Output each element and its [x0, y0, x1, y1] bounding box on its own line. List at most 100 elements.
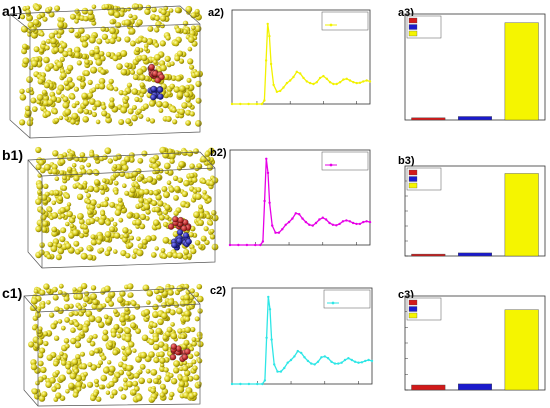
atom — [154, 42, 160, 48]
rdf-point — [306, 359, 310, 363]
atom — [109, 37, 116, 45]
legend-box — [323, 289, 371, 309]
atom — [89, 350, 95, 356]
atom — [89, 340, 96, 347]
atom-cloud-c1 — [28, 282, 204, 403]
atom — [167, 289, 174, 296]
bar-amor — [504, 22, 539, 121]
atom — [101, 110, 108, 117]
atom — [139, 82, 145, 88]
rdf-point — [254, 243, 257, 247]
atom — [112, 55, 119, 62]
atom — [193, 211, 200, 219]
atom — [193, 292, 199, 298]
atom — [126, 82, 132, 88]
atom — [76, 193, 84, 200]
atom — [74, 120, 80, 126]
atom — [193, 148, 199, 155]
rdf-point — [264, 59, 268, 62]
atom — [173, 367, 180, 374]
atom — [68, 382, 75, 389]
atom — [152, 59, 158, 65]
atom — [162, 221, 169, 228]
atom — [62, 50, 69, 58]
atom — [42, 16, 48, 22]
atom — [134, 96, 140, 102]
atom — [98, 83, 106, 90]
rdf-point — [271, 224, 274, 227]
atom — [115, 22, 122, 29]
atom — [154, 53, 161, 61]
atom — [54, 5, 61, 12]
atom — [159, 357, 166, 364]
atom — [73, 51, 81, 59]
atom — [92, 333, 98, 339]
atom — [51, 226, 58, 233]
atom — [120, 106, 128, 114]
atom — [174, 7, 181, 14]
atom — [35, 164, 42, 170]
rdf-point — [261, 382, 264, 386]
atom — [200, 235, 207, 242]
atom — [80, 252, 88, 260]
atom — [156, 375, 162, 380]
atom — [113, 309, 118, 314]
rdf-point — [368, 80, 372, 83]
atom — [187, 353, 194, 360]
atom — [45, 381, 52, 389]
atom — [116, 52, 121, 57]
atom — [98, 360, 103, 366]
atom — [101, 33, 108, 41]
atom — [54, 117, 60, 123]
atom — [186, 253, 193, 259]
rdf-point — [347, 357, 350, 360]
atom — [52, 294, 59, 301]
atom — [59, 207, 66, 214]
atom — [91, 87, 97, 93]
atom — [62, 101, 70, 109]
atom — [87, 185, 95, 192]
atom — [51, 212, 59, 219]
atom — [185, 109, 192, 116]
atom — [198, 204, 203, 210]
atom — [112, 349, 119, 356]
rdf-point — [300, 351, 303, 355]
rdf-point — [279, 370, 283, 373]
atom — [57, 28, 65, 35]
atom — [190, 248, 197, 255]
atom — [93, 48, 100, 55]
atom — [112, 155, 119, 162]
atom — [209, 234, 216, 240]
atom — [201, 179, 207, 184]
plot-frame — [231, 9, 371, 105]
rdf-point — [239, 382, 242, 386]
atom — [104, 285, 111, 292]
rdf-point — [313, 363, 316, 366]
atom — [39, 289, 46, 296]
atom — [77, 305, 83, 310]
atom — [200, 155, 208, 163]
atom — [158, 341, 165, 348]
atom — [151, 7, 157, 13]
atom — [33, 46, 40, 53]
atom — [99, 247, 105, 253]
atom — [99, 185, 105, 191]
rdf-point — [367, 358, 370, 362]
rdf-point — [324, 218, 328, 221]
atom — [185, 5, 193, 13]
atom — [165, 308, 171, 314]
atom — [186, 77, 192, 83]
atom — [94, 348, 99, 354]
rdf-point — [333, 362, 337, 365]
atom — [176, 252, 184, 259]
atom — [182, 375, 190, 383]
bar-fcc — [411, 253, 446, 257]
atom — [37, 376, 44, 383]
atom — [120, 68, 128, 76]
atom — [131, 105, 137, 110]
atom — [80, 351, 85, 357]
rdf-point — [325, 77, 328, 81]
atom — [90, 293, 97, 300]
atom — [148, 100, 156, 107]
atom — [153, 343, 160, 351]
